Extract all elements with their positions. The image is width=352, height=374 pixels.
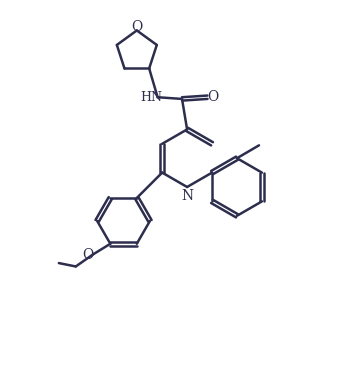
Text: HN: HN [140, 91, 163, 104]
Text: O: O [82, 248, 94, 261]
Text: N: N [181, 189, 193, 203]
Text: O: O [208, 90, 219, 104]
Text: O: O [131, 20, 143, 34]
